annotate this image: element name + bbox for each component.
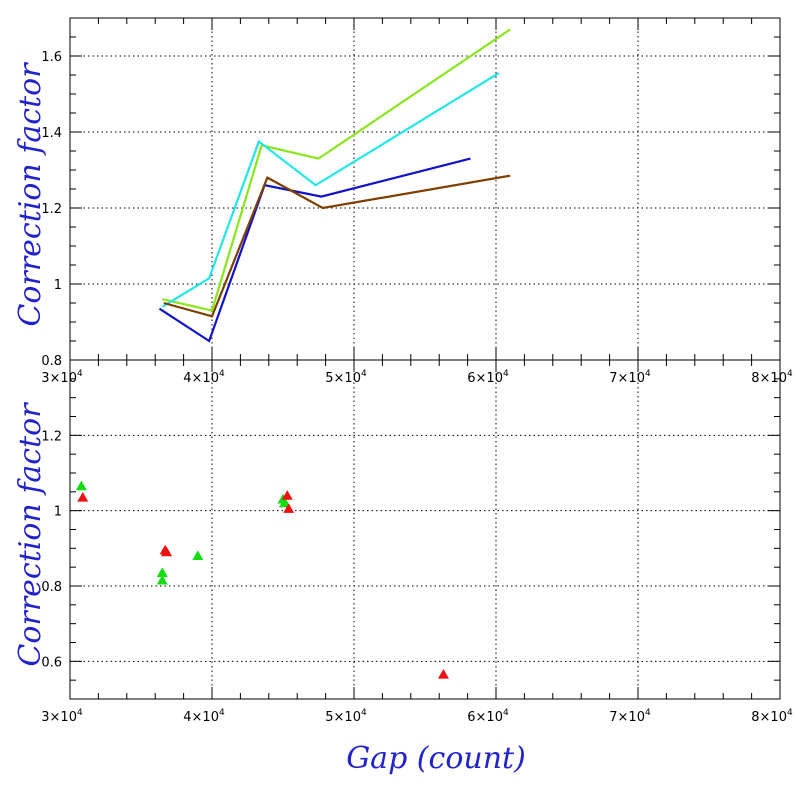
top-x-tick-label: 8×104: [751, 369, 793, 386]
scatter-point-series-2: [161, 546, 173, 557]
scatter-point-series-2: [283, 503, 295, 513]
bottom-x-tick-label: 3×104: [41, 708, 83, 725]
top-plot-frame: [69, 17, 781, 361]
scatter-point-series-1: [156, 574, 168, 585]
top-x-tick-label: 5×104: [325, 369, 367, 386]
bottom-x-tick-label: 8×104: [751, 708, 793, 725]
top-x-tick-label: 6×104: [467, 369, 509, 386]
bottom-x-tick-label: 6×104: [467, 708, 509, 725]
scatter-point-series-1: [156, 567, 168, 577]
scatter-point-series-2: [77, 491, 89, 502]
bottom-x-tick-label: 4×104: [183, 708, 225, 725]
scatter-point-series-2: [281, 490, 293, 500]
bottom-y-tick-label: 0.8: [41, 580, 62, 595]
top-x-tick-label: 4×104: [183, 369, 225, 386]
top-y-tick-label: 1.4: [41, 126, 62, 141]
scatter-point-series-1: [192, 550, 204, 560]
series-line-2: [161, 72, 500, 308]
top-y-tick-label: 1.6: [41, 50, 62, 65]
top-y-axis-title: Correction factor: [13, 62, 48, 327]
bottom-panel-scatter-chart: 0.6 0.8 1 1.2 3×104 4×104 5×104 6×104 7×104 8×104: [41, 359, 793, 725]
bottom-y-axis-title: Correction factor: [13, 402, 48, 667]
scatter-point-series-1: [75, 480, 87, 491]
bottom-x-tick-label: 7×104: [609, 708, 651, 725]
bottom-y-tick-label: 1.2: [41, 429, 62, 444]
top-y-tick-label: 1: [54, 278, 62, 293]
top-x-tick-label: 3×104: [41, 369, 83, 386]
top-panel-line-chart: 0.8 1 1.2 1.4 1.6 3×104 4×104 5×104 6×104 7×104 8×…: [41, 17, 793, 386]
scatter-point-series-2: [437, 669, 449, 679]
series-line-1: [162, 28, 511, 312]
x-axis-title: Gap (count): [346, 741, 526, 776]
bottom-y-tick-label: 1: [54, 505, 62, 520]
top-x-tick-label: 7×104: [609, 369, 651, 386]
top-y-tick-label: 0.8: [41, 354, 62, 369]
bottom-plot-frame: [69, 359, 781, 700]
bottom-x-tick-label: 5×104: [325, 708, 367, 725]
series-line-4: [163, 174, 511, 318]
top-y-tick-label: 1.2: [41, 202, 62, 217]
bottom-y-tick-label: 0.6: [41, 655, 62, 670]
scatter-point-series-1: [278, 497, 290, 508]
